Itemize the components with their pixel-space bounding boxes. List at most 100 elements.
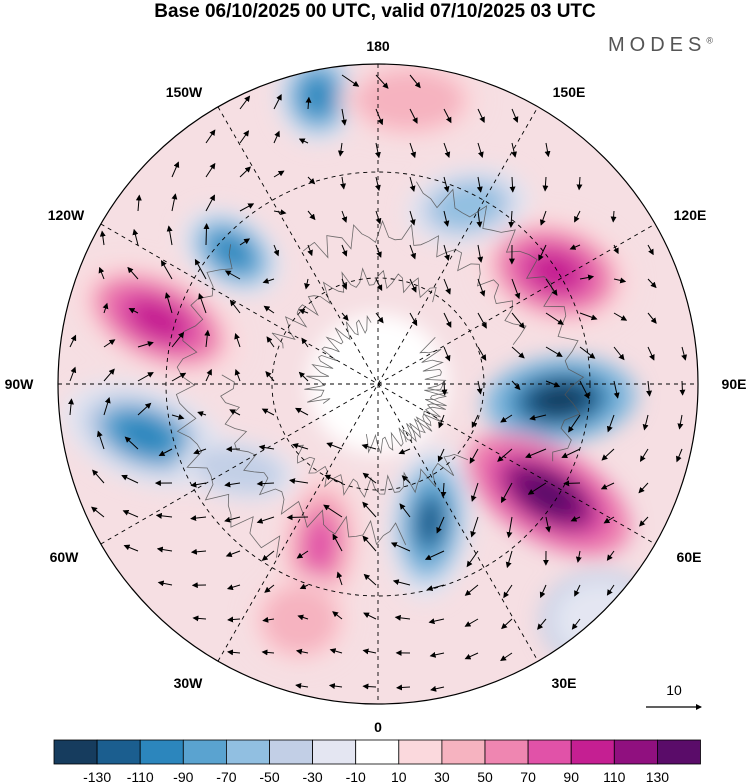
coastline: [304, 314, 372, 404]
wind-vector: [471, 414, 479, 429]
wind-vector: [438, 414, 445, 429]
wind-vector: [574, 584, 581, 597]
wind-vector: [539, 210, 547, 226]
colorbar-tick-label: 130: [646, 769, 670, 783]
wind-vector: [440, 482, 447, 498]
wind-vector: [229, 409, 241, 416]
wind-vector: [679, 380, 686, 396]
wind-vector: [394, 614, 411, 621]
wind-vector: [571, 618, 581, 630]
wind-vector: [642, 414, 649, 431]
wind-vector: [511, 380, 521, 391]
wind-vector: [375, 244, 382, 258]
wind-vector: [579, 346, 596, 359]
lon-label-60w: 60W: [50, 549, 80, 565]
colorbar-swatch: [527, 739, 572, 765]
wind-vector: [305, 96, 312, 110]
wind-vector: [375, 74, 389, 89]
wind-vector: [399, 503, 411, 518]
lon-label-180: 180: [366, 38, 390, 54]
wind-vector: [375, 210, 382, 225]
wind-vector: [576, 176, 583, 191]
wind-vector: [601, 448, 615, 461]
graticule: [58, 64, 698, 704]
wind-vector: [239, 166, 252, 178]
wind-vector: [171, 372, 187, 382]
wind-vector: [171, 193, 178, 212]
wind-vector: [226, 584, 241, 591]
wind-vector: [229, 299, 241, 314]
wind-vector: [225, 550, 241, 558]
wind-vector: [190, 548, 207, 555]
coastline: [302, 219, 527, 345]
wind-vector: [198, 293, 207, 314]
lon-label-90e: 90E: [722, 376, 747, 392]
wind-vector: [297, 614, 309, 621]
wind-vector: [545, 312, 564, 325]
coastline: [271, 267, 437, 349]
wind-vector: [375, 312, 384, 324]
wind-vector: [205, 129, 216, 144]
lon-label-30w: 30W: [174, 675, 204, 691]
brand-logo: MODES®: [608, 34, 713, 57]
wind-vector: [501, 618, 513, 630]
wind-vector: [132, 228, 139, 246]
wind-vector: [477, 278, 486, 297]
wind-vector: [398, 448, 411, 455]
lon-label-60e: 60E: [677, 549, 702, 565]
wind-vector: [677, 414, 684, 430]
colorbar-tick-label: 70: [520, 769, 536, 783]
wind-vector: [606, 550, 615, 561]
wind-vector: [234, 368, 241, 382]
wind-vector: [102, 302, 109, 314]
wind-vector: [568, 414, 581, 433]
map-disc: [58, 64, 698, 704]
wind-vector: [295, 682, 309, 689]
wind-vector: [190, 515, 207, 522]
wind-vector: [363, 573, 377, 586]
wind-vector: [135, 194, 142, 212]
colorbar-swatch: [139, 739, 184, 765]
wind-vector: [646, 380, 653, 397]
wind-vector: [443, 278, 451, 295]
wind-vector: [392, 579, 411, 586]
wind-vector: [192, 615, 207, 622]
wind-vector: [292, 443, 309, 450]
wind-vector: [298, 371, 309, 382]
wind-vector: [511, 142, 517, 158]
wind-vector: [264, 584, 275, 593]
colorbar-tick-label: -110: [127, 769, 154, 783]
anomaly-contour: [355, 68, 465, 132]
wind-vector: [542, 176, 549, 192]
wind-vector: [69, 366, 77, 382]
wind-vector: [647, 312, 657, 324]
wind-vector: [205, 368, 212, 382]
wind-vector: [639, 448, 649, 462]
anomaly-contour: [528, 252, 582, 292]
wind-vector: [545, 346, 563, 357]
colorbar-swatch: [225, 739, 270, 765]
colorbar-tick-label: -90: [173, 769, 193, 783]
wind-vector: [341, 312, 349, 321]
coastline: [365, 383, 447, 454]
wind-vector: [122, 510, 139, 518]
wind-vector: [436, 516, 445, 534]
wind-vector: [194, 258, 207, 280]
wind-vector: [503, 584, 513, 599]
lon-label-120w: 120W: [48, 207, 85, 223]
colorbar-swatch: [53, 739, 98, 765]
wind-vector: [470, 482, 479, 502]
wind-vector: [197, 411, 207, 417]
anomaly-contour: [117, 416, 173, 454]
wind-vector: [234, 332, 241, 348]
wind-vector: [332, 533, 343, 552]
colorbar-tick-label: 10: [391, 769, 407, 783]
wind-vector: [509, 176, 516, 193]
wind-vector: [69, 334, 77, 348]
wind-vector: [443, 142, 451, 159]
wind-vector: [505, 550, 513, 569]
wind-vector: [263, 305, 275, 314]
wind-vector: [137, 341, 154, 348]
colorbar-swatch: [398, 739, 443, 765]
colorbar-swatch: [570, 739, 615, 765]
